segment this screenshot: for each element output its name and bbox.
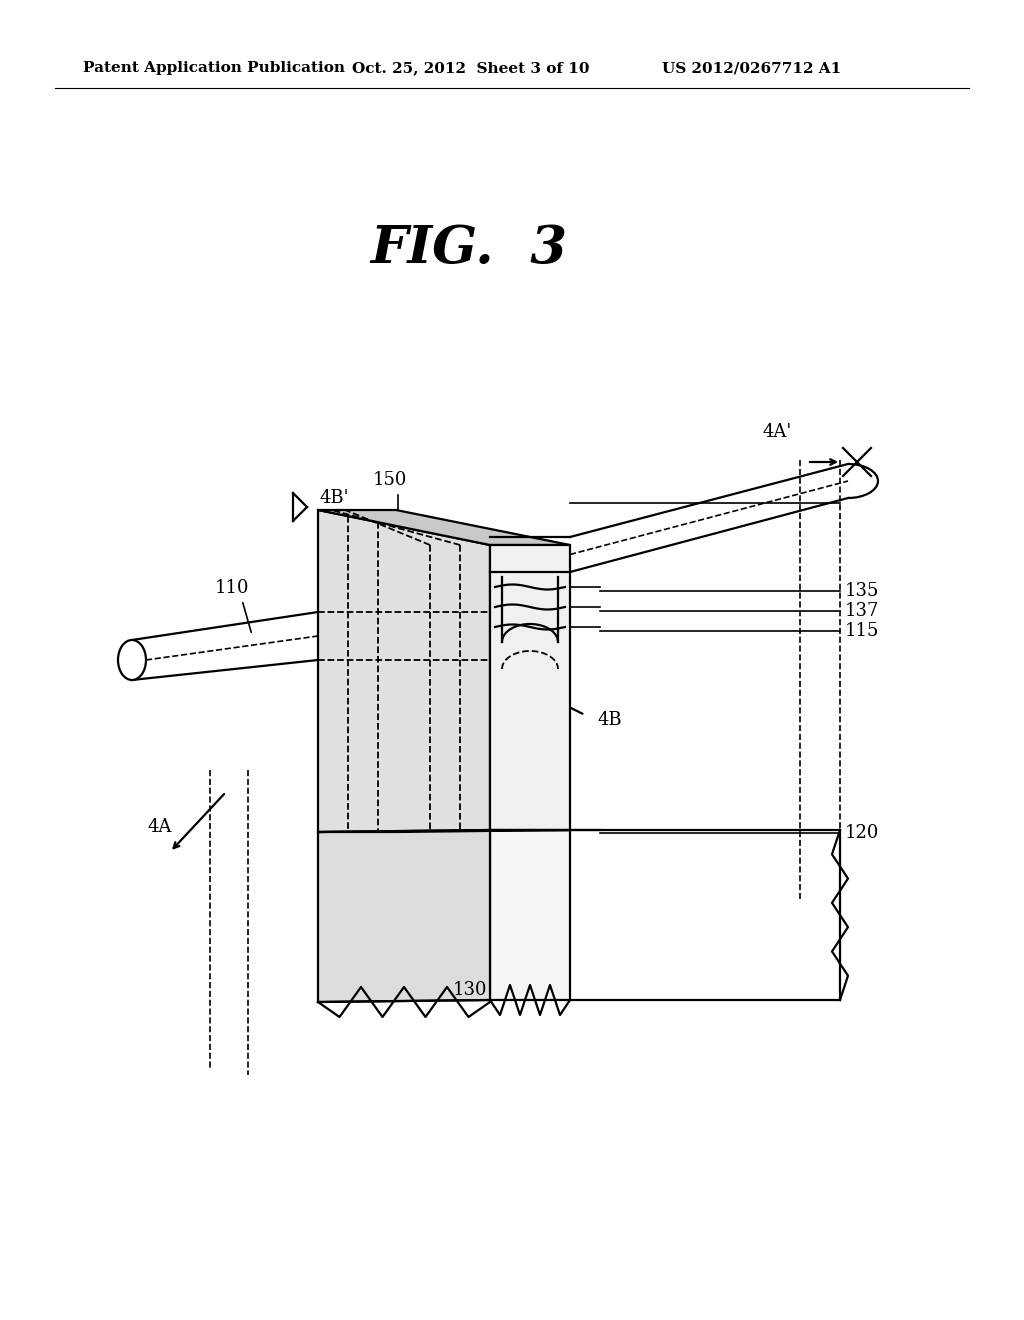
Polygon shape: [318, 510, 490, 832]
Text: 150: 150: [373, 471, 408, 488]
Text: 115: 115: [845, 622, 880, 640]
Text: 130: 130: [453, 981, 487, 999]
Text: 4A': 4A': [763, 422, 792, 441]
Polygon shape: [490, 545, 570, 830]
Text: US 2012/0267712 A1: US 2012/0267712 A1: [662, 61, 842, 75]
Text: 120: 120: [845, 824, 880, 842]
Text: 110: 110: [215, 579, 249, 597]
Text: 4B': 4B': [319, 488, 349, 507]
Polygon shape: [318, 830, 570, 832]
Text: Oct. 25, 2012  Sheet 3 of 10: Oct. 25, 2012 Sheet 3 of 10: [352, 61, 590, 75]
Text: 135: 135: [845, 582, 880, 601]
Text: 4B: 4B: [598, 711, 623, 729]
Polygon shape: [318, 830, 490, 1002]
Polygon shape: [318, 510, 570, 545]
Polygon shape: [490, 830, 570, 1001]
Text: 137: 137: [845, 602, 880, 620]
Text: Patent Application Publication: Patent Application Publication: [83, 61, 345, 75]
Ellipse shape: [118, 640, 146, 680]
Text: 4A: 4A: [147, 818, 172, 836]
Text: FIG.  3: FIG. 3: [370, 223, 567, 273]
